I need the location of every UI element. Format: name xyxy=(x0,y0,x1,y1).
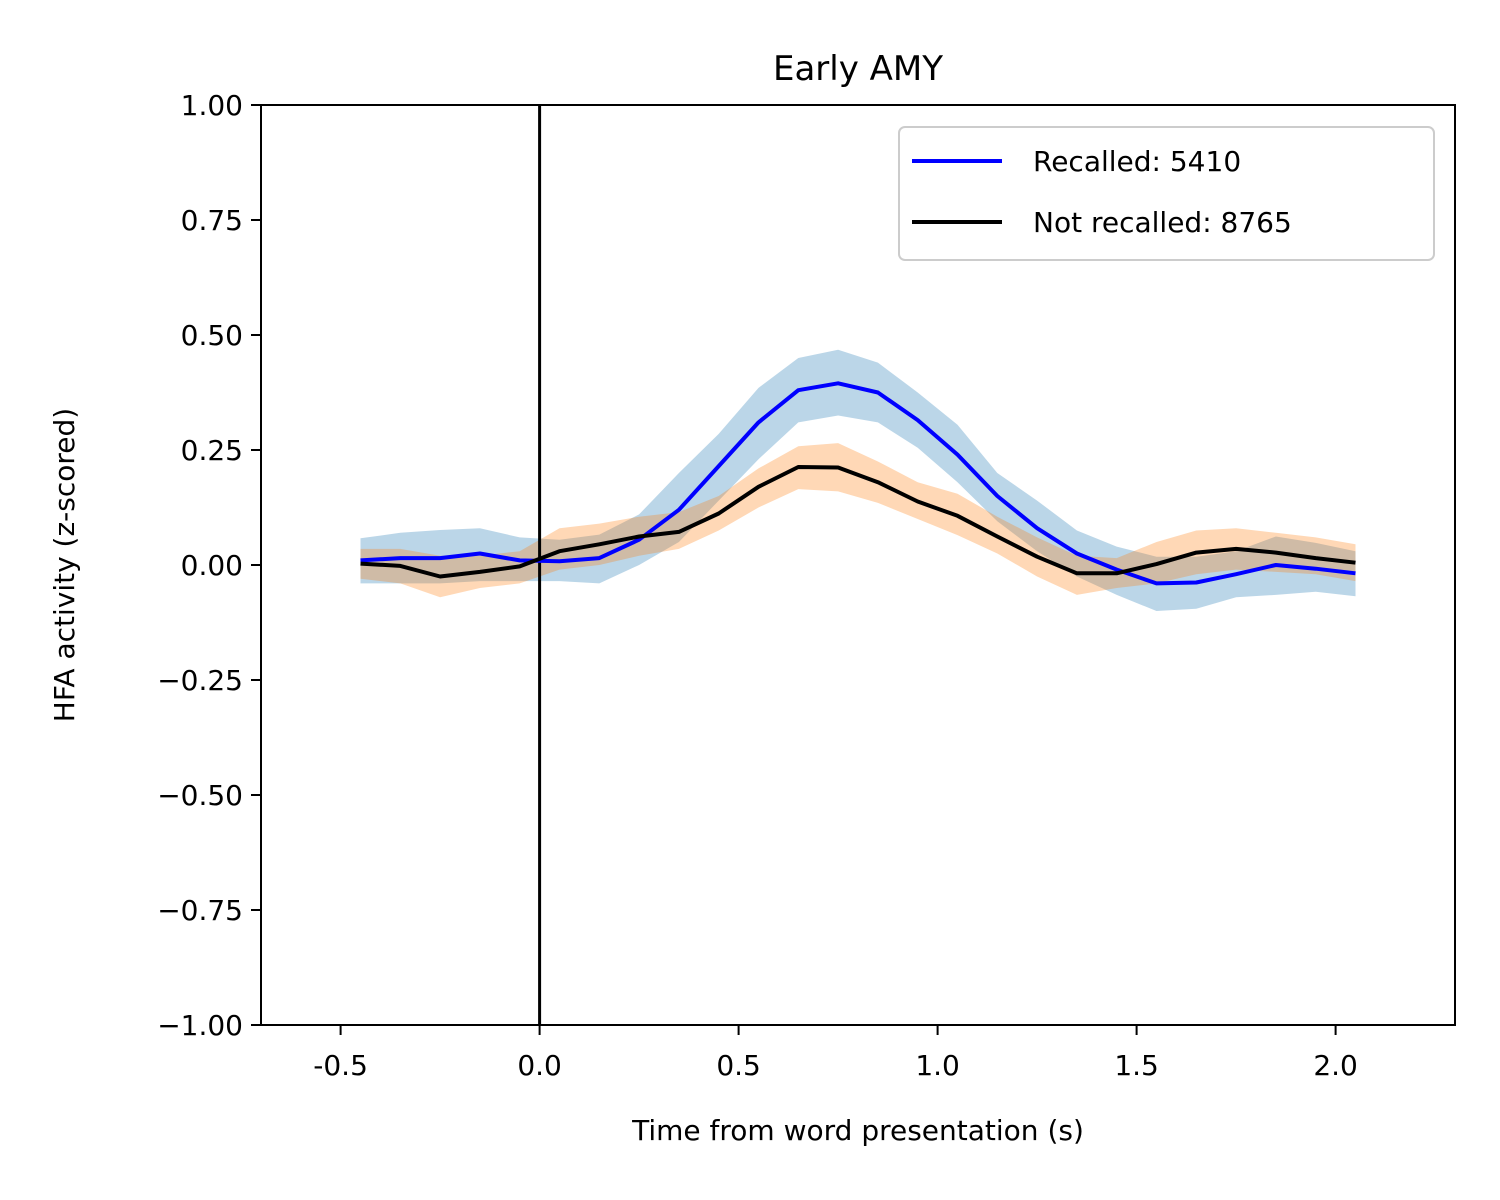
chart-title: Early AMY xyxy=(773,49,943,89)
y-tick-label: 0.75 xyxy=(181,204,243,237)
confidence-bands xyxy=(360,349,1356,611)
x-tick-label: 1.0 xyxy=(915,1049,960,1082)
y-tick-label: 0.50 xyxy=(181,319,243,352)
confidence-band-2 xyxy=(360,443,1356,598)
y-axis-label: HFA activity (z-scored) xyxy=(48,408,81,722)
y-tick-label: 1.00 xyxy=(181,89,243,122)
x-tick-label: 0.5 xyxy=(716,1049,761,1082)
y-tick-label: −0.75 xyxy=(157,894,243,927)
y-tick-label: −0.50 xyxy=(157,779,243,812)
series-line-2 xyxy=(360,465,1356,579)
x-tick-label: 0.0 xyxy=(517,1049,562,1082)
x-tick-label: 1.5 xyxy=(1114,1049,1159,1082)
series-lines xyxy=(360,381,1356,586)
y-tick-label: −1.00 xyxy=(157,1009,243,1042)
confidence-band-1 xyxy=(360,349,1356,611)
x-tick-label: 2.0 xyxy=(1313,1049,1358,1082)
legend-label-1: Recalled: 5410 xyxy=(1033,145,1241,178)
legend: Recalled: 5410 Not recalled: 8765 xyxy=(898,126,1435,261)
series-line-1 xyxy=(360,381,1356,586)
y-tick-label: −0.25 xyxy=(157,664,243,697)
y-tick-label: 0.25 xyxy=(181,434,243,467)
x-tick-label: -0.5 xyxy=(313,1049,368,1082)
x-axis-ticks: -0.5 0.0 0.5 1.0 1.5 2.0 xyxy=(313,1025,1358,1082)
y-tick-label: 0.00 xyxy=(181,549,243,582)
y-axis-ticks: 1.00 0.75 0.50 0.25 0.00 −0.25 −0.50 −0.75 −1.00 xyxy=(157,89,261,1042)
legend-label-2: Not recalled: 8765 xyxy=(1033,206,1292,239)
legend-box xyxy=(898,126,1435,261)
x-axis-label: Time from word presentation (s) xyxy=(631,1114,1084,1147)
